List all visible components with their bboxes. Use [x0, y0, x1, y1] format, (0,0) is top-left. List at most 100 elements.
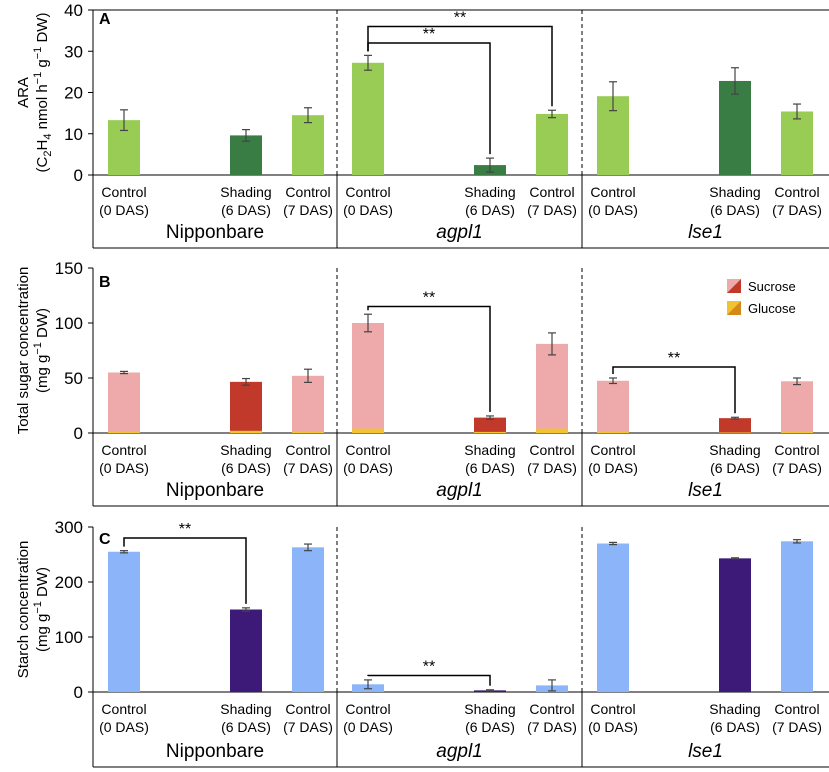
category-label: Shading [464, 701, 515, 717]
category-label: Control [590, 442, 635, 458]
category-label: (7 DAS) [283, 202, 333, 218]
category-label: Control [590, 701, 635, 717]
significance-bracket [123, 537, 247, 604]
significance-bracket [367, 25, 553, 107]
y-axis-label-line2: (mg g−1 DW) [32, 308, 51, 393]
y-tick-label: 200 [55, 573, 83, 592]
y-axis-label-part: −1 [32, 47, 44, 60]
y-axis-label-part: g [34, 59, 51, 72]
category-label: Control [774, 701, 819, 717]
significance-label: ** [668, 350, 680, 367]
significance-bracket [367, 674, 491, 686]
bar-Nipponbare-2 [292, 547, 324, 692]
category-label: (0 DAS) [588, 719, 638, 735]
category-label: Control [529, 184, 574, 200]
significance-label: ** [423, 290, 435, 307]
y-tick-label: 0 [74, 166, 83, 185]
panel-letter: B [99, 274, 111, 291]
y-tick-label: 40 [64, 1, 83, 20]
category-label: (6 DAS) [710, 460, 760, 476]
bar-lse1-2 [781, 111, 813, 175]
category-label: (7 DAS) [772, 719, 822, 735]
category-label: Control [774, 184, 819, 200]
bar-glucose-lse1-2 [781, 431, 813, 433]
y-axis-label-part: −1 [32, 72, 44, 85]
category-label: (0 DAS) [343, 719, 393, 735]
category-label: (6 DAS) [221, 202, 271, 218]
y-tick-label: 100 [55, 314, 83, 333]
category-label: Control [101, 442, 146, 458]
category-label: (7 DAS) [283, 460, 333, 476]
bar-Nipponbare-1 [230, 135, 262, 175]
category-label: Control [529, 701, 574, 717]
y-axis-label: ARA(C2H4 nmol h−1 g−1 DW) [15, 13, 54, 173]
panel-B: 0 50 100 150 B Total sugar concentration (mg g… [15, 259, 829, 507]
group-label-agpl1: agpl1 [436, 480, 483, 501]
group-label-agpl1: agpl1 [436, 741, 483, 762]
significance-label: ** [423, 659, 435, 676]
category-label: Shading [220, 442, 271, 458]
y-axis-label-part: (C [34, 156, 51, 172]
legend-label: Sucrose [748, 279, 796, 294]
category-label: (0 DAS) [99, 460, 149, 476]
category-label: (0 DAS) [588, 202, 638, 218]
group-label-Nipponbare: Nipponbare [166, 222, 264, 243]
bar-glucose-agpl1-0 [352, 428, 384, 433]
bar-Nipponbare-0 [108, 372, 140, 433]
y-axis-label-line2: (C2H4 nmol h−1 g−1 DW) [32, 13, 54, 173]
y-axis-label: Total sugar concentration (mg g−1 DW) [15, 267, 51, 435]
group-label-agpl1: agpl1 [436, 222, 483, 243]
category-label: (6 DAS) [710, 719, 760, 735]
legend-swatch-shade [727, 301, 741, 315]
category-label: Shading [464, 184, 515, 200]
y-axis-label-line1: Total sugar concentration [15, 267, 32, 435]
bar-agpl1-1 [474, 417, 506, 433]
category-label: (7 DAS) [772, 202, 822, 218]
group-label-Nipponbare: Nipponbare [166, 741, 264, 762]
bar-lse1-2 [781, 381, 813, 433]
legend-label: Glucose [748, 301, 796, 316]
group-label-lse1: lse1 [688, 741, 723, 762]
bar-Nipponbare-1 [230, 381, 262, 433]
bar-Nipponbare-2 [292, 375, 324, 433]
bar-agpl1-0 [352, 323, 384, 433]
category-label: Control [101, 701, 146, 717]
y-axis-label: Starch concentration (mg g−1 DW) [15, 541, 51, 679]
bar-Nipponbare-2 [292, 115, 324, 175]
group-label-lse1: lse1 [688, 480, 723, 501]
legend-swatch-shade [727, 279, 741, 293]
y-axis-label-part: (mg g [34, 355, 51, 393]
category-label: (7 DAS) [527, 719, 577, 735]
category-label: (7 DAS) [527, 202, 577, 218]
y-tick-label: 300 [55, 518, 83, 537]
bar-agpl1-0 [352, 62, 384, 175]
category-label: Shading [709, 184, 760, 200]
category-label: Control [590, 184, 635, 200]
y-tick-label: 50 [64, 369, 83, 388]
bar-agpl1-2 [536, 343, 568, 433]
significance-label: ** [179, 521, 191, 538]
panel-letter: C [99, 531, 111, 548]
y-axis-label-part: nmol h [34, 84, 51, 133]
group-label-Nipponbare: Nipponbare [166, 480, 264, 501]
y-tick-label: 0 [74, 424, 83, 443]
y-tick-label: 100 [55, 628, 83, 647]
bar-glucose-Nipponbare-1 [230, 430, 262, 433]
y-axis-label-part: 4 [42, 134, 54, 140]
category-label: Control [345, 701, 390, 717]
category-label: Shading [709, 442, 760, 458]
y-axis-label-part: DW) [34, 308, 51, 342]
bar-lse1-0 [597, 380, 629, 433]
y-axis-label-part: −1 [32, 601, 44, 614]
category-label: Control [529, 442, 574, 458]
category-label: (7 DAS) [772, 460, 822, 476]
category-label: (6 DAS) [221, 719, 271, 735]
y-axis-label-part: 2 [42, 150, 54, 156]
category-label: (0 DAS) [99, 719, 149, 735]
y-axis-label-part: H [34, 140, 51, 151]
y-tick-label: 10 [64, 125, 83, 144]
significance-label: ** [454, 10, 466, 27]
category-label: Control [345, 442, 390, 458]
